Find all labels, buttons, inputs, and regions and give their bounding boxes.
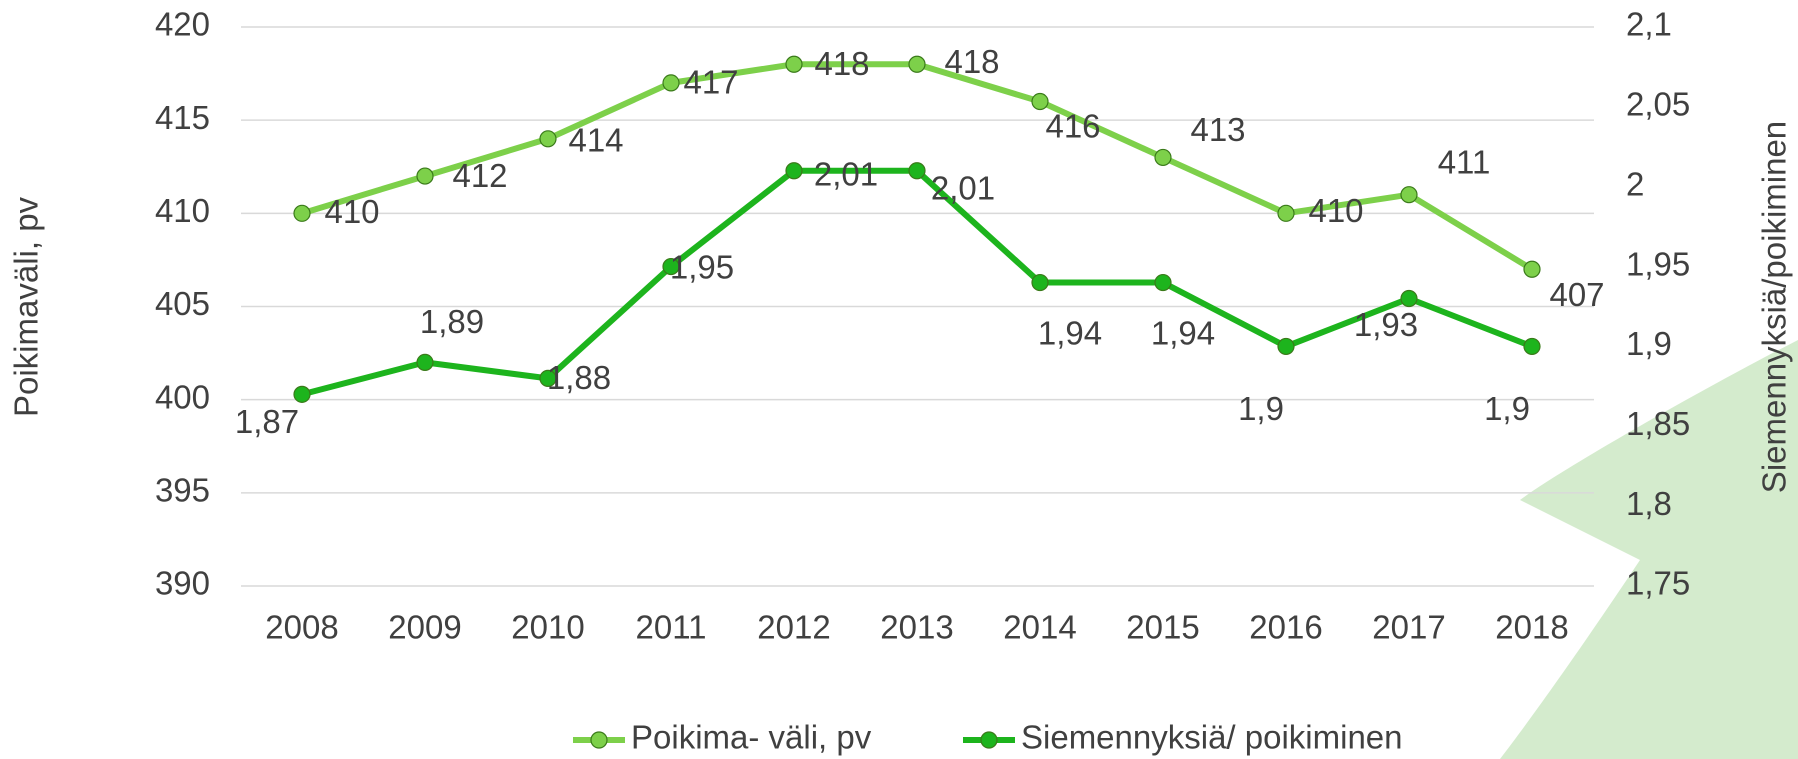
- point-marker: [1523, 337, 1541, 356]
- background-swoosh: [1500, 340, 1798, 759]
- data-label: 1,9: [1484, 390, 1530, 427]
- x-tick-label: 2012: [757, 609, 830, 646]
- y-tick-label: 405: [155, 285, 210, 322]
- y-tick-label: 390: [155, 565, 210, 602]
- point-marker: [1277, 204, 1295, 222]
- data-label: 2,01: [814, 155, 878, 192]
- data-label: 1,93: [1354, 306, 1418, 343]
- x-tick-label: 2008: [265, 609, 338, 646]
- point-marker: [416, 353, 434, 371]
- y-tick-label: 410: [155, 192, 210, 229]
- data-label: 1,89: [420, 303, 484, 340]
- point-marker: [1031, 92, 1049, 111]
- y2-tick-label: 1,9: [1626, 325, 1672, 362]
- point-marker: [1277, 337, 1295, 356]
- x-tick-label: 2018: [1495, 609, 1568, 646]
- point-marker: [1400, 186, 1418, 204]
- y-tick-label: 395: [155, 472, 210, 509]
- x-tick-label: 2011: [636, 609, 707, 646]
- point-marker: [1154, 148, 1172, 167]
- data-label: 1,94: [1151, 314, 1215, 351]
- data-label: 2,01: [931, 169, 995, 206]
- data-label: 411: [1438, 143, 1491, 180]
- x-tick-label: 2016: [1249, 609, 1322, 646]
- x-tick-label: 2013: [880, 609, 953, 646]
- point-marker: [293, 385, 311, 403]
- y2-tick-label: 1,75: [1626, 565, 1690, 602]
- x-tick-label: 2010: [511, 609, 584, 646]
- point-marker: [416, 167, 434, 185]
- point-marker: [662, 74, 680, 92]
- data-label: 417: [683, 64, 738, 101]
- point-marker: [662, 257, 680, 276]
- legend-marker: [590, 731, 608, 749]
- x-tick-label: 2009: [388, 609, 461, 646]
- x-tick-label: 2017: [1372, 609, 1445, 646]
- y2-axis-title: Siemennyksiä/poikiminen: [1756, 121, 1793, 493]
- data-label: 407: [1549, 276, 1604, 313]
- point-marker: [539, 369, 557, 387]
- y2-tick-label: 1,95: [1626, 245, 1690, 282]
- point-marker: [293, 204, 311, 222]
- y-tick-label: 400: [155, 378, 210, 415]
- point-marker: [1154, 273, 1172, 292]
- y2-tick-label: 2: [1626, 165, 1644, 202]
- y2-tick-label: 2,05: [1626, 86, 1690, 123]
- point-marker: [908, 162, 926, 180]
- y2-tick-label: 1,85: [1626, 405, 1690, 442]
- point-marker: [1031, 273, 1049, 292]
- data-label: 414: [568, 122, 623, 159]
- point-marker: [1400, 289, 1418, 308]
- y-axis-title: Poikimaväli, pv: [8, 196, 45, 417]
- point-marker: [908, 55, 926, 73]
- legend-label: Poikima- väli, pv: [631, 719, 872, 756]
- data-label: 1,95: [670, 248, 734, 285]
- data-label: 410: [324, 193, 379, 230]
- data-label: 413: [1190, 111, 1245, 148]
- data-label: 410: [1308, 192, 1363, 229]
- data-label: 416: [1045, 107, 1100, 144]
- y-tick-label: 420: [155, 6, 210, 43]
- legend-marker: [980, 731, 998, 749]
- y2-tick-label: 1,8: [1626, 485, 1672, 522]
- x-tick-label: 2015: [1126, 609, 1199, 646]
- x-tick-label: 2014: [1003, 609, 1076, 646]
- point-marker: [785, 162, 803, 180]
- legend-label: Siemennyksiä/ poikiminen: [1021, 719, 1403, 756]
- data-label: 418: [814, 45, 869, 82]
- data-label: 418: [944, 43, 999, 80]
- point-marker: [1523, 260, 1541, 278]
- data-label: 1,87: [235, 403, 299, 440]
- data-label: 1,88: [547, 359, 611, 396]
- y2-tick-label: 2,1: [1626, 6, 1672, 43]
- y-tick-label: 415: [155, 99, 210, 136]
- point-marker: [785, 55, 803, 73]
- data-label: 1,94: [1038, 314, 1102, 351]
- data-label: 1,9: [1238, 390, 1284, 427]
- point-marker: [539, 130, 557, 148]
- data-label: 412: [452, 157, 507, 194]
